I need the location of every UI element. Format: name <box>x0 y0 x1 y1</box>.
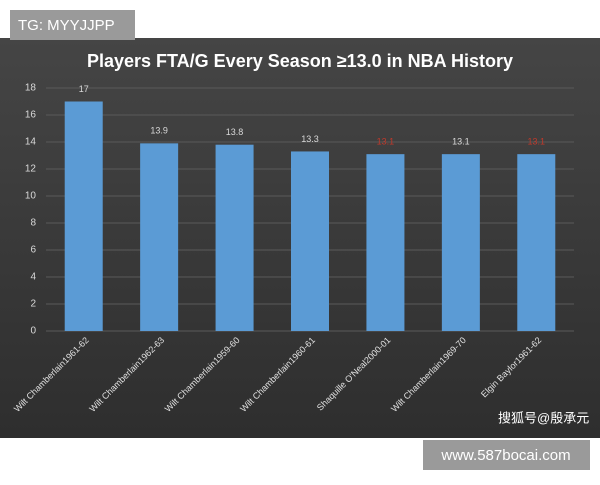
bar <box>215 144 254 331</box>
overlay-text: www.587bocai.com <box>440 447 570 464</box>
overlay-box <box>423 440 590 470</box>
bar <box>517 154 556 331</box>
y-tick-label: 4 <box>30 272 36 283</box>
bar <box>64 101 103 331</box>
overlay-box <box>10 10 135 40</box>
source-text: 搜狐号@殷承元 <box>498 410 589 425</box>
y-tick-label: 16 <box>25 110 37 121</box>
overlay-text: TG: MYYJJPP <box>18 17 115 34</box>
y-tick-label: 6 <box>30 245 36 256</box>
y-tick-label: 14 <box>25 137 37 148</box>
y-tick-label: 8 <box>30 218 36 229</box>
y-tick-label: 2 <box>30 299 36 310</box>
value-label: 13.3 <box>301 134 319 144</box>
chart-title: Players FTA/G Every Season ≥13.0 in NBA … <box>87 51 513 71</box>
bar <box>366 154 405 331</box>
value-label: 17 <box>79 84 89 94</box>
bar <box>441 154 480 331</box>
value-label: 13.9 <box>150 126 168 136</box>
y-tick-label: 0 <box>30 326 36 337</box>
value-label: 13.1 <box>452 137 470 147</box>
y-tick-label: 18 <box>25 83 37 94</box>
bar <box>140 143 179 331</box>
value-label: 13.1 <box>528 137 546 147</box>
y-tick-label: 10 <box>25 191 37 202</box>
value-label: 13.8 <box>226 127 244 137</box>
bar <box>291 151 329 331</box>
y-tick-label: 12 <box>25 164 37 175</box>
value-label: 13.1 <box>377 137 395 147</box>
